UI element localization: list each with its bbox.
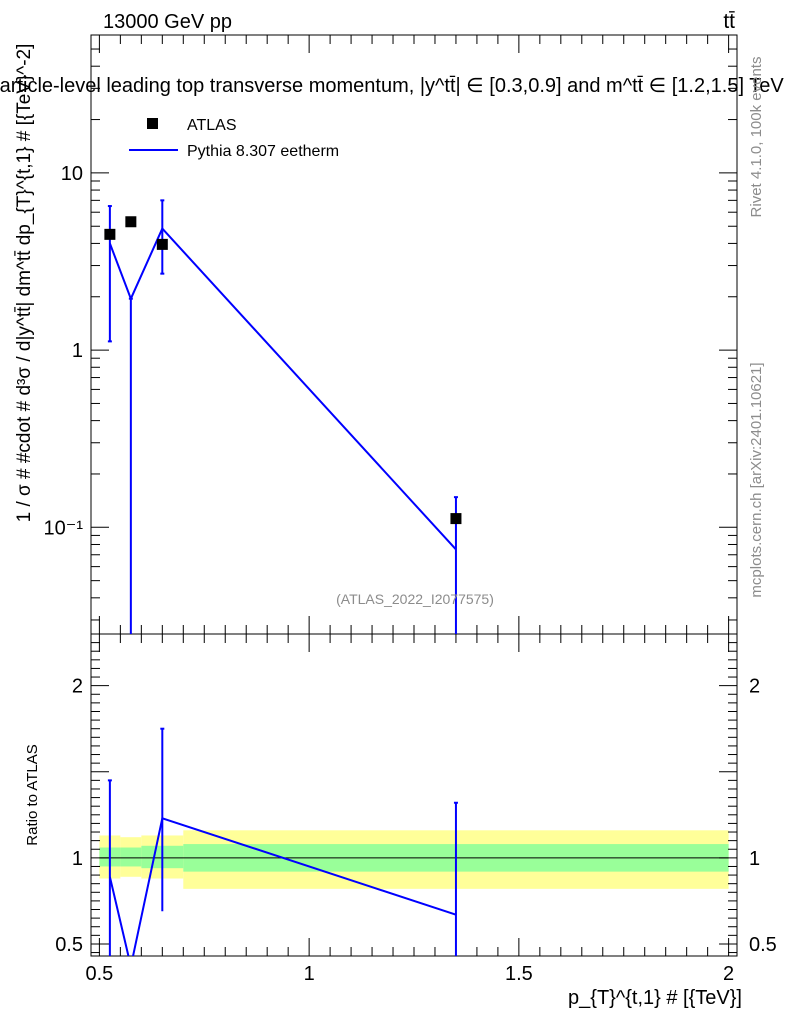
x-tick-label: 1: [304, 963, 315, 985]
ratio-y-tick-label: 0.5: [55, 934, 83, 956]
pythia-line: [108, 226, 457, 551]
legend-pythia-label: Pythia 8.307 eetherm: [187, 143, 339, 160]
atlas-data-point: [125, 216, 137, 228]
legend-atlas-marker: [147, 118, 158, 129]
plot-title: Particle-level leading top transverse mo…: [0, 75, 784, 97]
ratio-bands: [99, 830, 729, 889]
main-y-tick-label: 10: [61, 163, 83, 185]
ratio-panel-frame: [90, 633, 738, 957]
x-tick-label: 0.5: [85, 963, 113, 985]
ratio-y-tick-label: 1: [72, 848, 83, 870]
legend: ATLAS Pythia 8.307 eetherm: [129, 117, 339, 160]
ratio-y-tick-label: 2: [72, 676, 83, 698]
y-axis-label-ratio: Ratio to ATLAS: [24, 744, 41, 845]
analysis-watermark: (ATLAS_2022_I2077575): [336, 591, 494, 607]
ratio-y-tick-label-right: 1: [749, 848, 760, 870]
ratio-y-tick-label-right: 2: [749, 676, 760, 698]
atlas-data-point: [104, 228, 116, 240]
x-tick-label: 2: [723, 963, 734, 985]
atlas-data-point: [156, 238, 168, 250]
main-plot-area: [104, 199, 462, 634]
mcplots-credit-text: mcplots.cern.ch [arXiv:2401.10621]: [748, 362, 765, 597]
atlas-data-point: [450, 513, 462, 525]
rivet-version-text: Rivet 4.1.0, 100k events: [748, 57, 765, 218]
header-left: 13000 GeV pp: [103, 11, 232, 33]
legend-atlas-label: ATLAS: [187, 117, 237, 134]
ratio-band-inner: [120, 847, 142, 867]
x-tick-label: 1.5: [505, 963, 533, 985]
y-axis-label-main: 1 / σ # #cdot # d³σ / d|y^tt̄| dm^tt̄ dp…: [14, 44, 35, 523]
header-right: tt̄: [723, 10, 735, 33]
main-y-tick-label: 1: [72, 340, 83, 362]
pythia-ratio-line: [108, 816, 457, 956]
x-axis-label: p_{T}^{t,1} # [{TeV}]: [568, 987, 742, 1009]
ratio-plot-area: [107, 727, 458, 956]
main-y-tick-label: 10⁻¹: [44, 517, 84, 539]
ratio-y-tick-label-right: 0.5: [749, 934, 777, 956]
